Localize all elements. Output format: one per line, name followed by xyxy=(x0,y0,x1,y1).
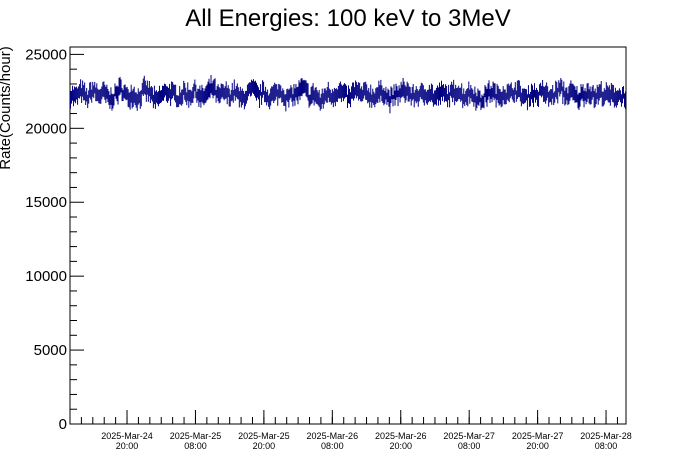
x-tick-label-date: 2025-Mar-25 xyxy=(238,431,290,441)
y-tick-label: 10000 xyxy=(25,268,67,285)
x-tick-label-date: 2025-Mar-27 xyxy=(512,431,564,441)
x-tick-label-date: 2025-Mar-27 xyxy=(443,431,495,441)
x-tick-label-time: 20:00 xyxy=(526,441,549,451)
x-tick-label-date: 2025-Mar-25 xyxy=(170,431,222,441)
x-axis: 2025-Mar-2420:002025-Mar-2508:002025-Mar… xyxy=(69,410,632,451)
x-tick-label-time: 08:00 xyxy=(595,441,618,451)
y-tick-label: 0 xyxy=(59,416,67,433)
y-axis: 0 5000 10000 15000 20000 25000 xyxy=(25,46,84,433)
x-tick-label-time: 08:00 xyxy=(184,441,207,451)
y-tick-label: 15000 xyxy=(25,194,67,211)
x-tick-label-date: 2025-Mar-28 xyxy=(580,431,632,441)
series-rate xyxy=(70,75,626,114)
chart-title: All Energies: 100 keV to 3MeV xyxy=(185,5,511,32)
y-axis-label: Rate(Counts/hour) xyxy=(0,46,14,169)
x-tick-label-date: 2025-Mar-26 xyxy=(307,431,359,441)
y-tick-label: 20000 xyxy=(25,120,67,137)
x-tick-label-time: 20:00 xyxy=(389,441,412,451)
x-tick-label-time: 08:00 xyxy=(321,441,344,451)
plot-frame xyxy=(69,46,627,425)
y-tick-label: 25000 xyxy=(25,46,67,63)
x-tick-label-date: 2025-Mar-26 xyxy=(375,431,427,441)
x-tick-label-time: 08:00 xyxy=(458,441,481,451)
y-tick-label: 5000 xyxy=(34,342,67,359)
x-tick-label-time: 20:00 xyxy=(253,441,276,451)
x-tick-label-date: 2025-Mar-24 xyxy=(101,431,153,441)
x-tick-label-time: 20:00 xyxy=(116,441,139,451)
